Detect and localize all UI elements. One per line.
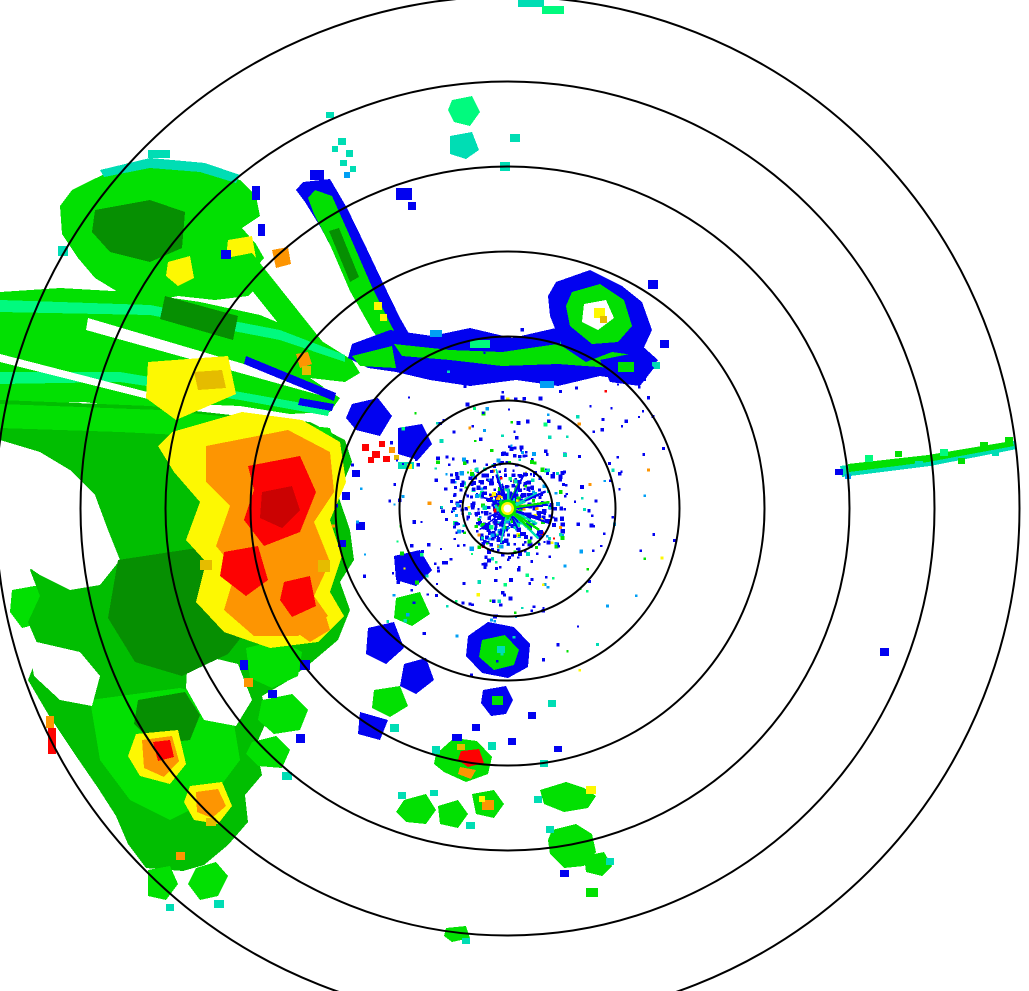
radar-site-marker — [498, 499, 517, 518]
precipitation-echoes — [0, 0, 1017, 944]
